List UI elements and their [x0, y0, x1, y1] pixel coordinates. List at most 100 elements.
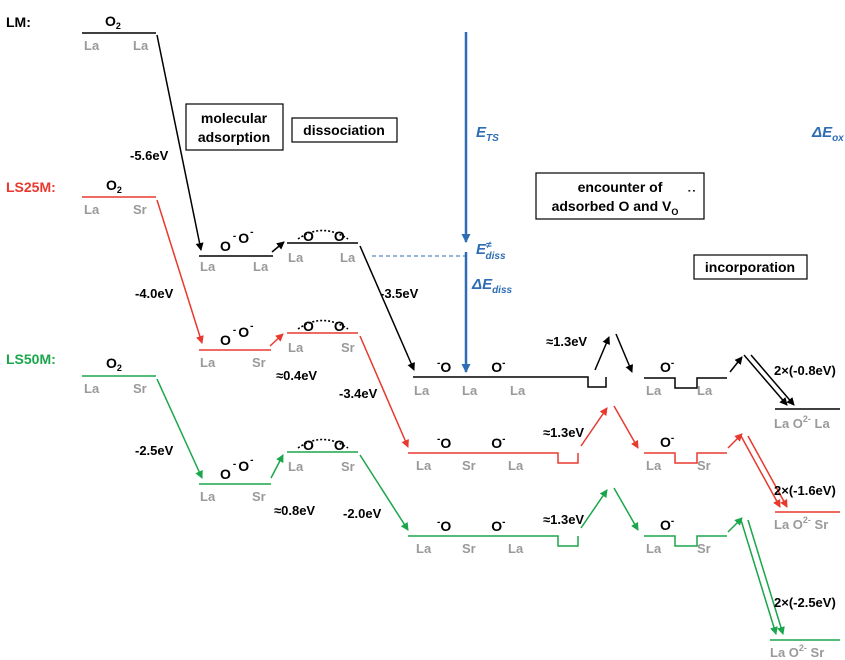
ls25m-diss-site: La: [288, 340, 304, 355]
ls25m-inc-species: O-: [660, 433, 674, 450]
ls50m-incorporation-up-arrow: [727, 517, 743, 533]
ls50m-enc-site: La: [416, 541, 432, 556]
lm-diss-site: La: [340, 250, 356, 265]
lm-ads-site: La: [253, 259, 269, 274]
lm-encounter-energy: -3.5eV: [380, 286, 419, 301]
ls25m-adsorption-arrow: [156, 199, 204, 344]
ls25m-incorporation-up-arrow: [727, 433, 743, 449]
ls50m-enc-site: La: [508, 541, 524, 556]
lm-final-energy: 2×(-0.8eV): [774, 363, 836, 378]
incorporation-label: incorporation: [705, 259, 795, 275]
ls50m-label: LS50M:: [6, 351, 56, 367]
ls50m-barrier-energy: ≈1.3eV: [543, 512, 584, 527]
ls25m-diss-site: Sr: [341, 340, 355, 355]
ls50m-pathway: LS50M: O2 La Sr -2.5eV O- O- La Sr ≈0.8eV…: [6, 351, 840, 660]
encounter-label-1: encounter of: [578, 179, 663, 195]
delta-eox-label: ΔEox: [811, 124, 844, 144]
delta-ediss-label: ΔEdiss: [471, 276, 513, 296]
lm-enc-site: La: [462, 383, 478, 398]
ls25m-dissociation-barrier: ≈0.4eV: [276, 368, 317, 383]
lm-ads-site: La: [200, 259, 216, 274]
ls50m-dissociation-bond: [297, 438, 349, 449]
ls25m-enc-site: La: [416, 458, 432, 473]
lm-o2-site: La: [84, 38, 100, 53]
ls25m-enc-site: Sr: [462, 458, 476, 473]
ls50m-incorporation-level: [644, 535, 727, 547]
ls50m-encounter-level: [408, 535, 579, 547]
lm-o2-species: O2: [105, 13, 121, 31]
ls50m-o2-site: La: [84, 381, 100, 396]
ls50m-encounter-arrow: [359, 454, 409, 531]
ls50m-enc-site: Sr: [462, 541, 476, 556]
encounter-label-2: adsorbed O and VO: [552, 198, 679, 217]
lm-inc-species: O-: [660, 358, 674, 375]
lm-enc-site: La: [510, 383, 526, 398]
ls25m-incorporation-arrow-2: [747, 435, 788, 508]
vacancy-charge-mark: ˙˙: [687, 187, 696, 203]
ls50m-inc-site: La: [646, 541, 662, 556]
ls25m-peroxo-species: O- O-: [220, 321, 253, 348]
ls25m-incorporation-level: [644, 452, 727, 464]
lm-barrier-down-arrow: [615, 333, 633, 373]
ediss-label: E≠ diss: [476, 240, 506, 262]
ls25m-o2-species: O2: [106, 177, 122, 195]
ls50m-encounter-species: -O O-: [437, 517, 505, 534]
ls50m-adsorption-arrow: [156, 378, 203, 479]
lm-adsorption-energy: -5.6eV: [130, 148, 169, 163]
ls25m-dissociation-bond: [297, 319, 349, 330]
ls25m-barrier-down-arrow: [613, 405, 639, 449]
lm-inc-site: La: [646, 383, 662, 398]
dissociation-label: dissociation: [303, 122, 385, 138]
ls25m-inc-site: Sr: [697, 458, 711, 473]
lm-encounter-species: -O O-: [437, 358, 505, 375]
ls50m-diss-site: La: [288, 459, 304, 474]
lm-encounter-level: [413, 376, 607, 388]
ls50m-peroxo-species: O- O-: [220, 455, 253, 482]
ls50m-adsorption-energy: -2.5eV: [135, 443, 174, 458]
lm-barrier-energy: ≈1.3eV: [546, 334, 587, 349]
ls50m-inc-site: Sr: [697, 541, 711, 556]
lm-barrier-up-arrow: [594, 336, 610, 371]
ls25m-final-energy: 2×(-1.6eV): [774, 483, 836, 498]
ls25m-ads-site: La: [200, 355, 216, 370]
ls50m-final-label: La O2- Sr: [770, 643, 824, 660]
lm-encounter-arrow: [359, 245, 415, 371]
energy-annotations: ETS E≠ diss ΔEdiss ΔEox: [372, 32, 844, 373]
lm-o2-site: La: [133, 38, 149, 53]
lm-dissociation-arrow: [271, 241, 285, 253]
lm-inc-site: La: [697, 383, 713, 398]
ls25m-pathway: LS25M: O2 La Sr -4.0eV O- O- La Sr ≈0.4eV…: [6, 177, 840, 532]
incorporation-box: [693, 254, 808, 280]
ls50m-o2-site: Sr: [133, 381, 147, 396]
ls25m-o2-site: La: [84, 202, 100, 217]
lm-adsorption-arrow: [156, 34, 204, 251]
ls50m-dissociation-barrier: ≈0.8eV: [274, 503, 315, 518]
ls25m-encounter-energy: -3.4eV: [339, 386, 378, 401]
ls25m-incorporation-arrow-1: [740, 435, 781, 508]
ls25m-adsorption-energy: -4.0eV: [135, 286, 174, 301]
ls25m-final-label: La O2- Sr: [774, 515, 828, 532]
lm-peroxo-species: O- O-: [220, 227, 253, 254]
step-boxes: molecular adsorption dissociation encoun…: [185, 103, 808, 280]
lm-final-label: La O2- La: [774, 414, 830, 431]
ls25m-label: LS25M:: [6, 179, 56, 195]
ls50m-ads-site: Sr: [252, 489, 266, 504]
ls50m-diss-site: Sr: [341, 459, 355, 474]
ls50m-barrier-down-arrow: [613, 487, 639, 531]
ets-label: ETS: [476, 124, 499, 144]
ls25m-barrier-energy: ≈1.3eV: [543, 425, 584, 440]
ls50m-inc-species: O-: [660, 516, 674, 533]
ls25m-dissociation-arrow: [269, 333, 284, 347]
lm-dissociation-bond: [297, 229, 349, 240]
lm-incorporation-level: [644, 377, 727, 389]
ls50m-barrier-up-arrow: [580, 489, 608, 529]
molecular-adsorption-box: [185, 103, 284, 151]
lm-diss-site: La: [288, 250, 304, 265]
lm-incorporation-up-arrow: [729, 356, 743, 373]
lm-label: LM:: [6, 14, 31, 30]
ls25m-ads-site: Sr: [252, 355, 266, 370]
